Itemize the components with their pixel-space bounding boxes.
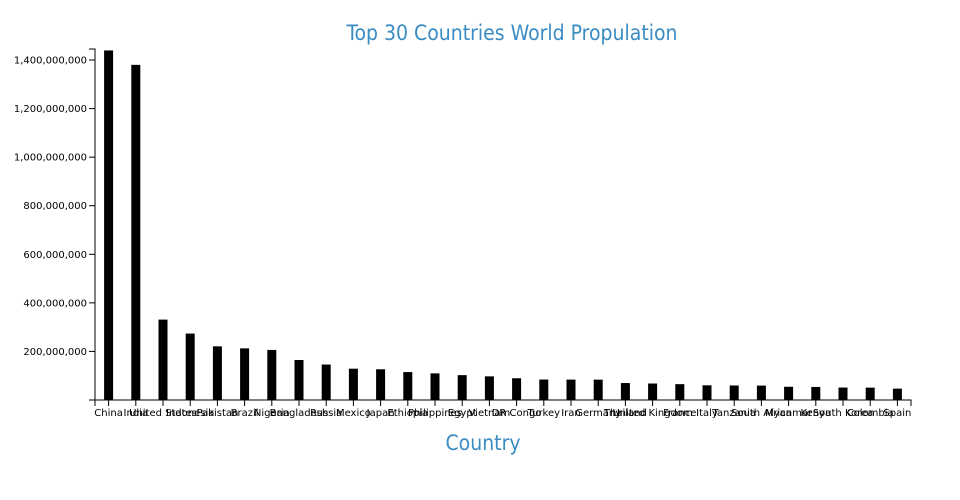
bar-iran	[566, 379, 576, 400]
bar-south-korea	[838, 387, 848, 400]
x-tick-label: United States	[129, 408, 197, 419]
x-tick-label: Iran	[561, 408, 581, 419]
bar-egypt	[457, 375, 467, 400]
bar-mexico	[348, 368, 358, 400]
x-tick-label: Brazil	[231, 408, 259, 419]
bar-bangladesh	[294, 360, 304, 400]
bar-italy	[702, 385, 712, 400]
bar-philippines	[430, 373, 440, 400]
bar-brazil	[240, 348, 250, 400]
bar-thailand	[620, 383, 630, 400]
x-tick-label: Spain	[883, 408, 911, 419]
bar-myanmar	[784, 386, 794, 400]
bar-nigeria	[267, 349, 277, 400]
x-tick-label: France	[663, 408, 696, 419]
x-tick-label: Indonesia	[166, 408, 214, 419]
chart-title: Top 30 Countries World Propulation	[345, 21, 677, 45]
x-tick-label: Italy	[696, 408, 718, 419]
x-tick-label: South Korea	[813, 408, 874, 419]
x-axis-label: Country	[445, 431, 520, 455]
bar-colombia	[865, 387, 875, 400]
x-tick-label: Pakistan	[196, 408, 238, 419]
y-tick-label: 200,000,000	[23, 347, 87, 358]
x-axis-line	[94, 399, 912, 406]
x-tick-label: United Kingdom	[612, 408, 692, 419]
x-tick-label: Tanzania	[711, 408, 756, 419]
x-tick-label: Nigeria	[254, 408, 290, 419]
y-tick-label: 1,200,000,000	[14, 104, 87, 115]
x-tick-label: Bangladesh	[270, 408, 329, 419]
bar-dr-congo	[512, 378, 522, 400]
bar-spain	[892, 388, 902, 400]
bar-united-kingdom	[648, 383, 658, 400]
x-tick-label: China	[94, 408, 123, 419]
x-tick-label: Vietnam	[469, 408, 511, 419]
bar-south-africa	[756, 385, 766, 400]
x-tick-label: South Africa	[731, 408, 792, 419]
bar-pakistan	[212, 346, 222, 400]
bar-united-states	[158, 319, 168, 400]
x-tick-label: Thailand	[603, 408, 647, 419]
bar-china	[104, 50, 114, 400]
x-tick-label: India	[124, 408, 149, 419]
x-tick-label: Japan	[366, 408, 395, 419]
y-axis-line	[89, 48, 96, 401]
x-tick-label: Russia	[310, 408, 342, 419]
bar-indonesia	[185, 333, 195, 400]
x-tick-label: Colombia	[847, 408, 894, 419]
y-tick-label: 1,400,000,000	[14, 56, 87, 67]
x-tick-label: Mexico	[336, 408, 371, 419]
x-tick-label: Philippines	[408, 408, 462, 419]
y-tick-label: 600,000,000	[23, 250, 87, 261]
x-tick-label: DR Congo	[492, 408, 542, 419]
bar-kenya	[811, 386, 821, 400]
bar-japan	[376, 369, 386, 400]
x-tick-label: Ethiopia	[387, 408, 428, 419]
y-tick-label: 400,000,000	[23, 298, 87, 309]
bar-france	[675, 384, 685, 400]
x-tick-label: Kenya	[800, 408, 831, 419]
bar-india	[131, 64, 141, 400]
bar-russia	[321, 364, 331, 400]
y-axis: 200,000,000 400,000,000 600,000,000 800,000…	[14, 48, 96, 401]
bar-ethiopia	[403, 372, 413, 400]
x-tick-label: Germany	[575, 408, 621, 419]
bar-turkey	[539, 379, 549, 400]
bar-vietnam	[484, 376, 494, 400]
bar-germany	[593, 379, 603, 400]
y-tick-label: 1,000,000,000	[14, 153, 87, 164]
bars	[104, 50, 902, 400]
x-tick-label: Egypt	[448, 408, 477, 419]
y-tick-label: 800,000,000	[23, 201, 87, 212]
x-tick-label: Turkey	[527, 408, 561, 419]
x-tick-label: Myanmar	[765, 408, 813, 419]
bar-tanzania	[729, 385, 739, 400]
